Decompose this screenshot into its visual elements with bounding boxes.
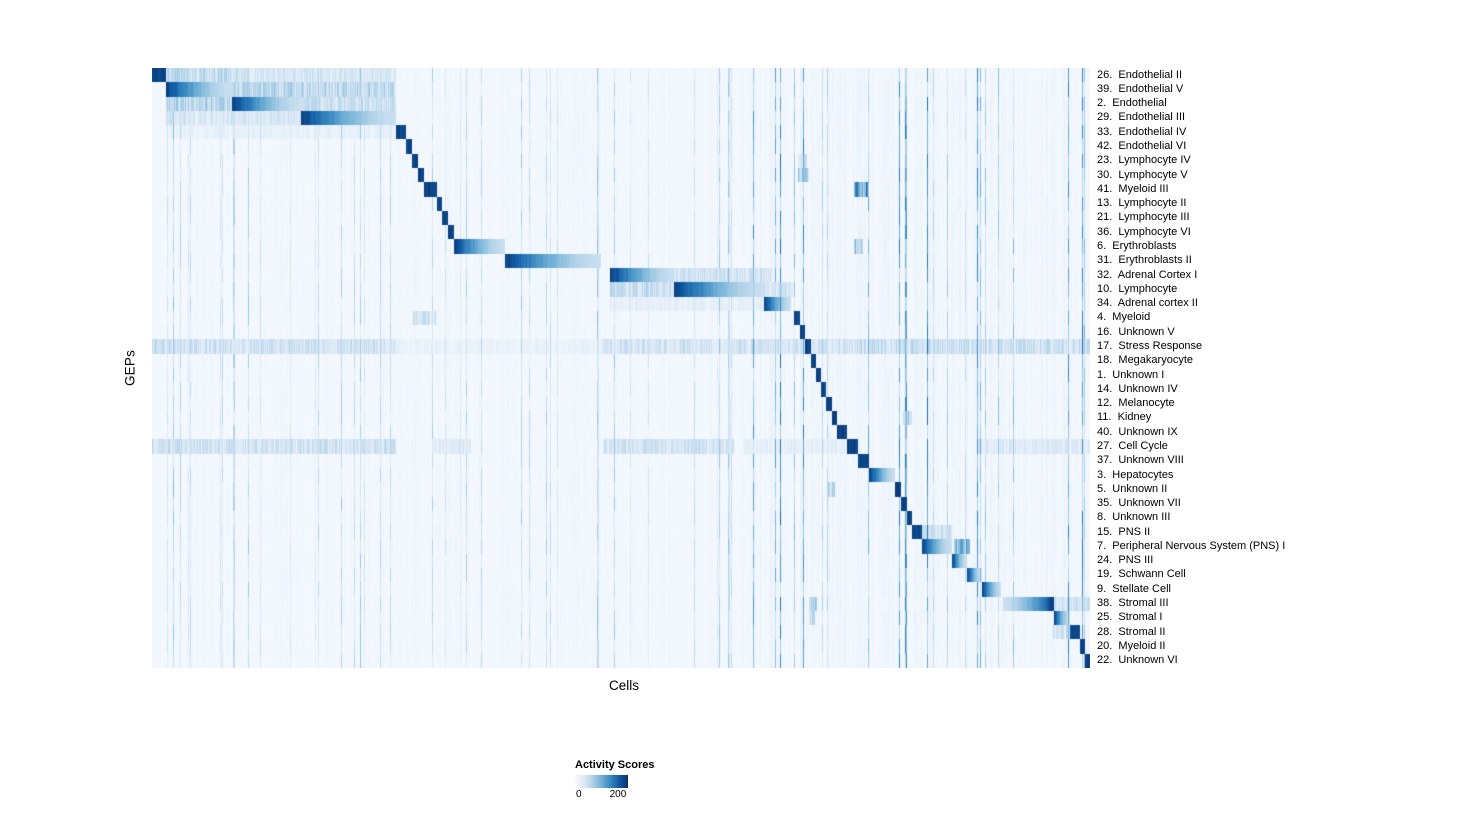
row-label: 10. Lymphocyte (1097, 282, 1178, 295)
row-label: 28. Stromal II (1097, 625, 1166, 638)
row-label: 29. Endothelial III (1097, 111, 1186, 124)
row-label: 39. Endothelial V (1097, 82, 1184, 95)
row-labels: 26. Endothelial II 39. Endothelial V 2. En… (1097, 68, 1447, 668)
colorbar-ticks: 0 200 (575, 788, 628, 801)
row-label: 6. Erythroblasts (1097, 240, 1177, 253)
row-label: 15. PNS II (1097, 525, 1151, 538)
row-label: 17. Stress Response (1097, 339, 1203, 352)
row-label: 32. Adrenal Cortex I (1097, 268, 1198, 281)
row-label: 31. Erythroblasts II (1097, 254, 1192, 267)
row-label: 35. Unknown VII (1097, 497, 1181, 510)
row-label: 38. Stromal III (1097, 597, 1169, 610)
row-label: 34. Adrenal cortex II (1097, 297, 1198, 310)
x-axis-label: Cells (608, 678, 640, 693)
row-label: 13. Lymphocyte II (1097, 197, 1187, 210)
row-label: 30. Lymphocyte V (1097, 168, 1188, 181)
row-label: 42. Endothelial VI (1097, 140, 1187, 153)
row-label: 11. Kidney (1097, 411, 1152, 424)
heatmap-canvas (152, 68, 1090, 668)
row-label: 4. Myeloid (1097, 311, 1151, 324)
row-label: 33. Endothelial IV (1097, 125, 1187, 138)
row-label: 18. Megakaryocyte (1097, 354, 1193, 367)
y-axis-label: GEPs (122, 349, 138, 387)
row-label: 14. Unknown IV (1097, 382, 1178, 395)
row-label: 2. Endothelial (1097, 97, 1167, 110)
row-label: 40. Unknown IX (1097, 425, 1178, 438)
row-label: 5. Unknown II (1097, 482, 1168, 495)
row-label: 8. Unknown III (1097, 511, 1171, 524)
row-label: 36. Lymphocyte VI (1097, 225, 1191, 238)
row-label: 23. Lymphocyte IV (1097, 154, 1191, 167)
row-label: 21. Lymphocyte III (1097, 211, 1190, 224)
row-label: 24. PNS III (1097, 554, 1154, 567)
row-label: 12. Melanocyte (1097, 397, 1175, 410)
row-label: 3. Hepatocytes (1097, 468, 1174, 481)
row-label: 41. Myeloid III (1097, 182, 1169, 195)
row-label: 7. Peripheral Nervous System (PNS) I (1097, 539, 1286, 552)
row-label: 19. Schwann Cell (1097, 568, 1186, 581)
legend-title: Activity Scores (575, 759, 655, 771)
row-label: 37. Unknown VIII (1097, 454, 1184, 467)
row-label: 9. Stellate Cell (1097, 582, 1171, 595)
row-label: 27. Cell Cycle (1097, 439, 1168, 452)
colorbar-legend: Activity Scores 0 200 (575, 759, 654, 801)
row-label: 1. Unknown I (1097, 368, 1165, 381)
row-label: 16. Unknown V (1097, 325, 1175, 338)
row-label: 22. Unknown VI (1097, 654, 1178, 667)
row-label: 20. Myeloid II (1097, 639, 1166, 652)
legend-min-tick: 0 (576, 789, 582, 800)
colorbar-gradient (575, 775, 628, 788)
legend-max-tick: 200 (609, 789, 627, 800)
row-label: 25. Stromal I (1097, 611, 1163, 624)
row-label: 26. Endothelial II (1097, 68, 1183, 81)
